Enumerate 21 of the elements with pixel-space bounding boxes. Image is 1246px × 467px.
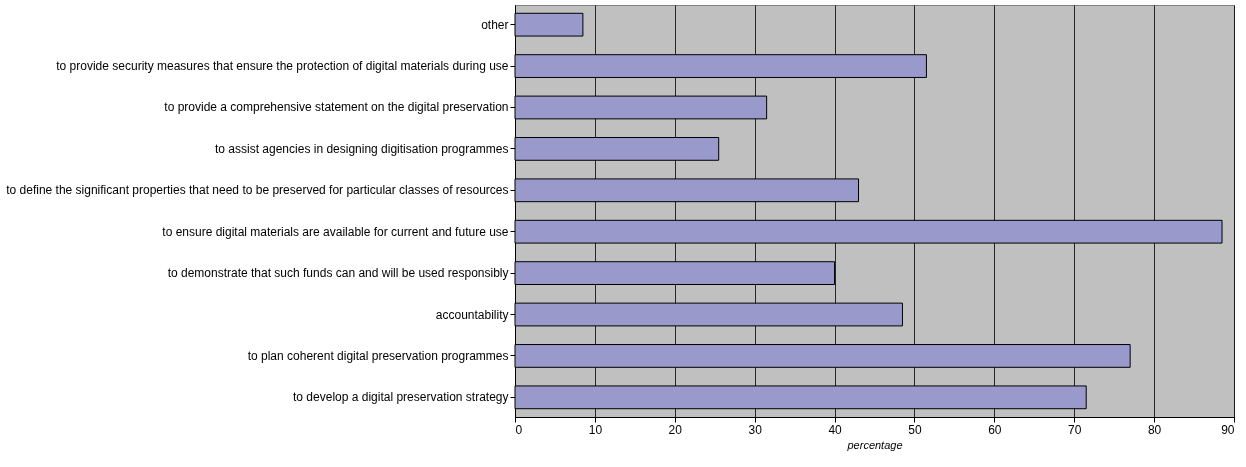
y-tick-label: to plan coherent digital preservation programmes (247, 348, 509, 363)
x-tick-label: 10 (588, 422, 603, 437)
x-tick-label: 50 (908, 422, 922, 437)
y-tick-label: to ensure digital materials are available for current and future use (162, 224, 509, 239)
x-tick-label: 60 (988, 422, 1002, 437)
x-tick-label: 30 (748, 422, 763, 437)
x-tick-label: 40 (828, 422, 843, 437)
y-tick-label: to assist agencies in designing digitisation programmes (215, 141, 509, 156)
x-tick-label: 80 (1147, 422, 1162, 437)
y-tick-label: other (481, 17, 509, 32)
x-tick-label: 70 (1068, 422, 1082, 437)
x-axis-title: percentage (846, 438, 903, 451)
y-tick-label: to demonstrate that such funds can and will be used responsibly (167, 266, 509, 281)
x-tick-label: 0 (515, 422, 523, 437)
y-tick-label: to define the significant properties that need to be preserved for particular classes of resources (6, 183, 509, 198)
y-tick-label: to provide security measures that ensure the protection of digital materials during use (56, 59, 509, 74)
y-tick-label: to develop a digital preservation strategy (293, 390, 509, 405)
y-tick-label: accountability (435, 307, 509, 322)
x-tick-label: 90 (1221, 422, 1235, 437)
x-tick-label: 20 (668, 422, 683, 437)
y-tick-label: to provide a comprehensive statement on the digital preservation (164, 100, 509, 115)
